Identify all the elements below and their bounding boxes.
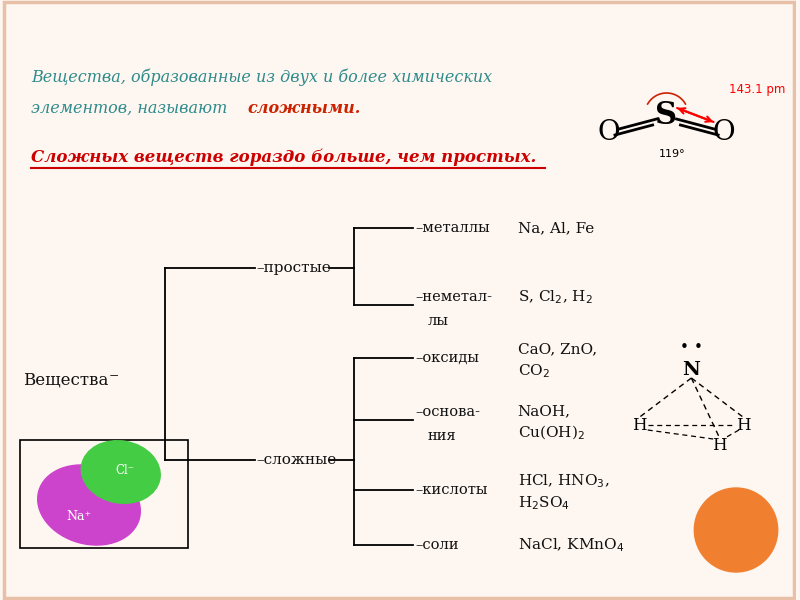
Text: H: H	[736, 416, 750, 433]
Text: Вещества, образованные из двух и более химических: Вещества, образованные из двух и более х…	[31, 68, 493, 85]
Text: NaOH,: NaOH,	[518, 404, 570, 418]
Text: –простые: –простые	[257, 261, 331, 275]
Text: S, Cl$_2$, H$_2$: S, Cl$_2$, H$_2$	[518, 288, 593, 306]
Text: 119°: 119°	[658, 149, 686, 159]
Text: CO$_2$: CO$_2$	[518, 362, 550, 380]
Text: Вещества: Вещества	[23, 371, 109, 389]
Text: N: N	[682, 361, 700, 379]
Text: CaO, ZnO,: CaO, ZnO,	[518, 342, 597, 356]
Text: –соли: –соли	[415, 538, 459, 552]
Text: NaCl, KMnO$_4$: NaCl, KMnO$_4$	[518, 536, 624, 554]
Text: H$_2$SO$_4$: H$_2$SO$_4$	[518, 494, 570, 512]
Text: S: S	[655, 100, 678, 130]
Text: HCl, HNO$_3$,: HCl, HNO$_3$,	[518, 472, 609, 490]
Text: элементов, называют: элементов, называют	[31, 100, 233, 117]
Ellipse shape	[38, 465, 140, 545]
Text: –основа-: –основа-	[415, 405, 481, 419]
Text: –сложные: –сложные	[257, 453, 337, 467]
Ellipse shape	[82, 440, 160, 503]
Text: O: O	[713, 119, 735, 146]
Text: Na⁺: Na⁺	[66, 511, 92, 523]
Text: –оксиды: –оксиды	[415, 351, 479, 365]
Text: –неметал-: –неметал-	[415, 290, 493, 304]
Text: H: H	[633, 416, 647, 433]
Text: ⁻: ⁻	[109, 371, 119, 389]
Text: 143.1 pm: 143.1 pm	[729, 83, 786, 96]
Text: Сложных веществ гораздо больше, чем простых.: Сложных веществ гораздо больше, чем прос…	[31, 148, 537, 166]
Text: Na, Al, Fe: Na, Al, Fe	[518, 221, 594, 235]
Text: Cu(OH)$_2$: Cu(OH)$_2$	[518, 424, 585, 442]
Text: Cl⁻: Cl⁻	[115, 463, 134, 476]
Text: лы: лы	[427, 314, 448, 328]
Text: –кислоты: –кислоты	[415, 483, 488, 497]
Text: ния: ния	[427, 429, 456, 443]
Circle shape	[694, 488, 778, 572]
Text: •: •	[694, 340, 702, 355]
Text: H: H	[712, 437, 726, 454]
Text: –металлы: –металлы	[415, 221, 490, 235]
Text: сложными.: сложными.	[248, 100, 361, 117]
Text: •: •	[680, 340, 689, 355]
Text: O: O	[598, 119, 620, 146]
FancyBboxPatch shape	[4, 2, 794, 598]
